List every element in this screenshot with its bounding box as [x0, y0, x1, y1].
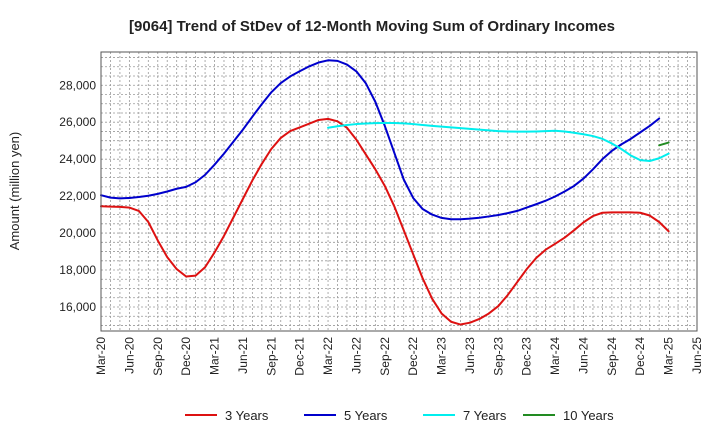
y-tick-label: 18,000: [59, 263, 96, 277]
chart-title: [9064] Trend of StDev of 12-Month Moving…: [129, 18, 615, 35]
y-axis-label: Amount (million yen): [7, 132, 22, 251]
x-tick-label: Jun-23: [463, 337, 477, 374]
y-tick-label: 26,000: [59, 115, 96, 129]
x-tick-label: Jun-25: [690, 337, 704, 374]
x-tick-label: Dec-24: [633, 337, 647, 376]
x-tick-label: Mar-24: [548, 337, 562, 375]
x-tick-label: Dec-23: [520, 337, 534, 376]
grid-layer: [100, 52, 698, 331]
x-tick-labels: Mar-20 Jun-20 Sep-20 Dec-20 Mar-21 Jun-21 Sep-…: [94, 337, 704, 376]
legend-label: 10 Years: [563, 408, 614, 423]
y-tick-labels: 16,000 18,000 20,000 22,000 24,000 26,000 28,0…: [59, 78, 96, 314]
x-tick-label: Mar-21: [208, 337, 222, 375]
series-line-5-years: [100, 59, 661, 221]
legend-label: 3 Years: [225, 408, 269, 423]
x-tick-label: Jun-24: [576, 337, 590, 374]
y-tick-label: 28,000: [59, 78, 96, 92]
series-line-3-years: [100, 117, 670, 326]
x-tick-label: Mar-22: [321, 337, 335, 375]
series-line-7-years: [327, 121, 670, 163]
x-tick-label: Mar-25: [662, 337, 676, 375]
y-tick-label: 20,000: [59, 226, 96, 240]
y-tick-label: 22,000: [59, 189, 96, 203]
x-tick-label: Mar-23: [435, 337, 449, 375]
x-tick-label: Jun-21: [236, 337, 250, 374]
x-tick-label: Sep-20: [151, 337, 165, 376]
series-layer: [100, 59, 670, 326]
legend: 3 Years 5 Years 7 Years 10 Years: [185, 408, 614, 423]
x-tick-label: Dec-21: [293, 337, 307, 376]
x-tick-label: Jun-20: [122, 337, 136, 374]
series-line-10-years: [658, 141, 670, 147]
x-tick-label: Dec-22: [406, 337, 420, 376]
legend-label: 5 Years: [344, 408, 388, 423]
x-tick-label: Sep-24: [605, 337, 619, 376]
x-tick-label: Mar-20: [94, 337, 108, 375]
plot-frame: [100, 51, 698, 332]
x-tick-label: Sep-21: [264, 337, 278, 376]
x-tick-label: Dec-20: [179, 337, 193, 376]
legend-label: 7 Years: [463, 408, 507, 423]
x-tick-label: Sep-22: [378, 337, 392, 376]
x-tick-label: Jun-22: [349, 337, 363, 374]
y-tick-label: 16,000: [59, 300, 96, 314]
y-tick-label: 24,000: [59, 152, 96, 166]
x-tick-label: Sep-23: [491, 337, 505, 376]
